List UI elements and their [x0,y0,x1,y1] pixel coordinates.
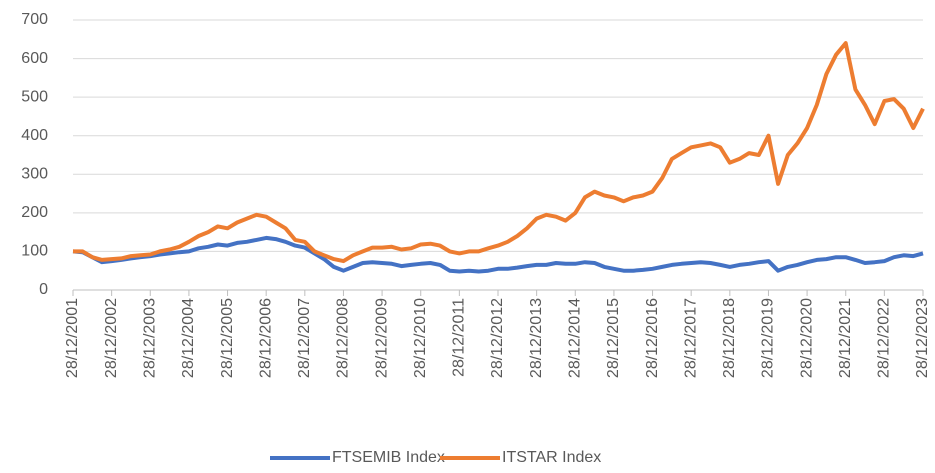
x-tick-label: 28/12/2007 [296,298,313,378]
y-tick-label: 200 [21,204,48,221]
y-tick-label: 0 [39,281,48,298]
x-tick-label: 28/12/2005 [219,298,236,378]
x-tick-label: 28/12/2006 [257,298,274,378]
x-tick-label: 28/12/2008 [335,298,352,378]
y-tick-label: 500 [21,88,48,105]
x-tick-label: 28/12/2010 [412,298,429,378]
x-tick-label: 28/12/2020 [798,298,815,378]
x-tick-label: 28/12/2009 [373,298,390,378]
y-tick-label: 300 [21,166,48,183]
x-tick-label: 28/12/2012 [489,298,506,378]
legend-label: ITSTAR Index [502,449,601,466]
x-tick-label: 28/12/2015 [605,298,622,378]
x-tick-label: 28/12/2021 [837,298,854,378]
x-tick-label: 28/12/2001 [64,298,81,378]
x-tick-label: 28/12/2023 [914,298,931,378]
x-tick-label: 28/12/2016 [644,298,661,378]
legend-label: FTSEMIB Index [332,449,445,466]
x-tick-label: 28/12/2019 [760,298,777,378]
x-tick-label: 28/12/2011 [451,298,468,377]
series-line [73,41,925,264]
y-tick-label: 700 [21,11,48,28]
x-tick-label: 28/12/2013 [528,298,545,378]
x-tick-label: 28/12/2017 [682,298,699,378]
y-tick-label: 100 [21,243,48,260]
x-tick-label: 28/12/2014 [566,298,583,378]
x-tick-label: 28/12/2004 [180,298,197,378]
series-line [72,235,924,274]
y-tick-label: 400 [21,127,48,144]
x-tick-label: 28/12/2018 [721,298,738,378]
y-tick-label: 600 [21,50,48,67]
x-tick-label: 28/12/2003 [141,298,158,378]
x-tick-label: 28/12/2022 [876,298,893,378]
x-tick-label: 28/12/2002 [103,298,120,378]
